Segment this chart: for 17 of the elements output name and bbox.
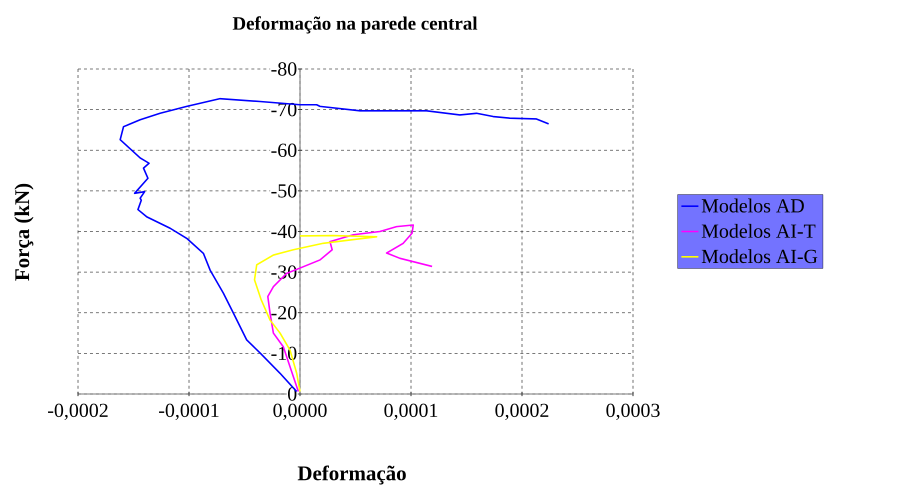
y-axis-title: Força (kN) <box>14 184 34 281</box>
x-tick-label: -0,0002 <box>48 404 108 420</box>
y-tick-label: -20 <box>271 306 296 320</box>
y-tick-label: -80 <box>271 62 296 76</box>
legend-label: Modelos AI-G <box>702 249 818 264</box>
y-tick-label: -40 <box>271 224 296 238</box>
y-tick-label: -60 <box>271 144 296 157</box>
x-tick-label: -0,0001 <box>159 404 219 420</box>
x-tick-label: 0,0001 <box>384 404 438 420</box>
x-tick-label: 0,0002 <box>495 404 548 420</box>
x-tick-label: 0,0000 <box>273 404 327 420</box>
x-axis-title: Deformação <box>298 465 406 485</box>
legend-label: Modelos AI-T <box>702 224 816 238</box>
chart-title: Deformação na parede central <box>232 16 478 34</box>
y-tick-label: -50 <box>271 184 296 198</box>
x-tick-label: 0,0003 <box>606 404 660 420</box>
legend-label: Modelos AD <box>702 198 804 213</box>
